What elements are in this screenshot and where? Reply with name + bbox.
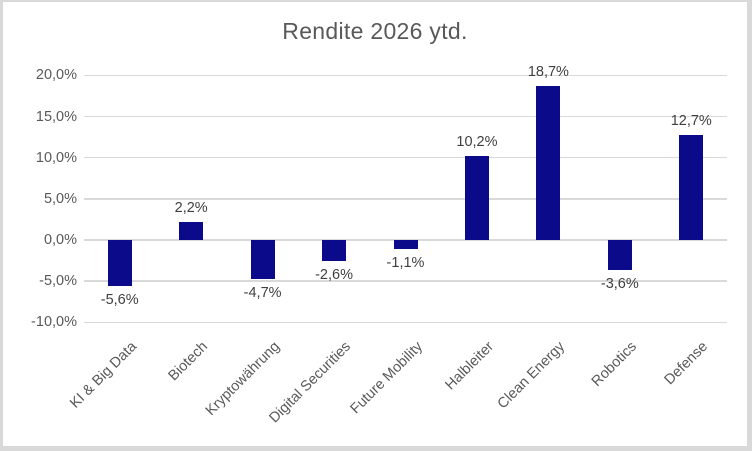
y-axis-tick-label: 0,0% bbox=[43, 232, 77, 248]
gridline bbox=[84, 74, 727, 77]
y-axis-tick-label: -5,0% bbox=[39, 273, 77, 290]
bar-value-label: 18,7% bbox=[527, 64, 569, 81]
bar-value-label: -3,6% bbox=[600, 275, 639, 292]
bar-value-label: -4,7% bbox=[243, 284, 282, 301]
y-axis-tick-label: 5,0% bbox=[43, 190, 77, 207]
y-axis-tick-label: 15,0% bbox=[35, 108, 77, 125]
chart-title: Rendite 2026 ytd. bbox=[282, 18, 468, 44]
bar bbox=[464, 156, 489, 240]
bar bbox=[393, 240, 418, 250]
bar bbox=[679, 135, 704, 240]
gridline bbox=[84, 115, 727, 118]
y-axis-tick-label: -10,0% bbox=[31, 314, 77, 331]
bar bbox=[607, 240, 632, 270]
gridline bbox=[84, 198, 727, 200]
bar-value-label: 12,7% bbox=[670, 113, 712, 130]
bar bbox=[179, 221, 204, 240]
bar-value-label: -1,1% bbox=[386, 255, 425, 272]
bar bbox=[322, 240, 347, 262]
bar bbox=[536, 86, 561, 240]
bar-value-label: 10,2% bbox=[456, 134, 498, 151]
y-axis-tick-label: 10,0% bbox=[35, 149, 77, 166]
y-axis-tick-label: 20,0% bbox=[35, 67, 77, 84]
bar-value-label: 2,2% bbox=[174, 199, 208, 216]
bar-value-label: -2,6% bbox=[315, 267, 353, 284]
bar bbox=[250, 240, 275, 279]
bar-value-label: -5,6% bbox=[100, 292, 139, 309]
gridline bbox=[84, 321, 727, 324]
gridline bbox=[84, 156, 727, 159]
bar bbox=[107, 240, 132, 287]
gridline bbox=[84, 280, 727, 282]
